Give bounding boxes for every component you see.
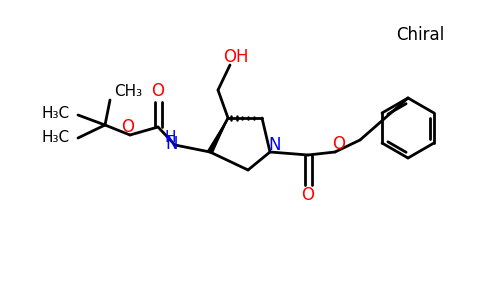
Polygon shape — [208, 118, 228, 153]
Text: O: O — [302, 186, 315, 204]
Text: CH₃: CH₃ — [114, 85, 142, 100]
Text: H₃C: H₃C — [42, 106, 70, 122]
Text: OH: OH — [223, 48, 249, 66]
Text: O: O — [121, 118, 135, 136]
Text: O: O — [333, 135, 346, 153]
Text: N: N — [269, 136, 281, 154]
Text: N: N — [166, 135, 178, 153]
Text: H: H — [164, 130, 176, 145]
Text: O: O — [151, 82, 165, 100]
Text: Chiral: Chiral — [396, 26, 444, 44]
Text: H₃C: H₃C — [42, 130, 70, 145]
